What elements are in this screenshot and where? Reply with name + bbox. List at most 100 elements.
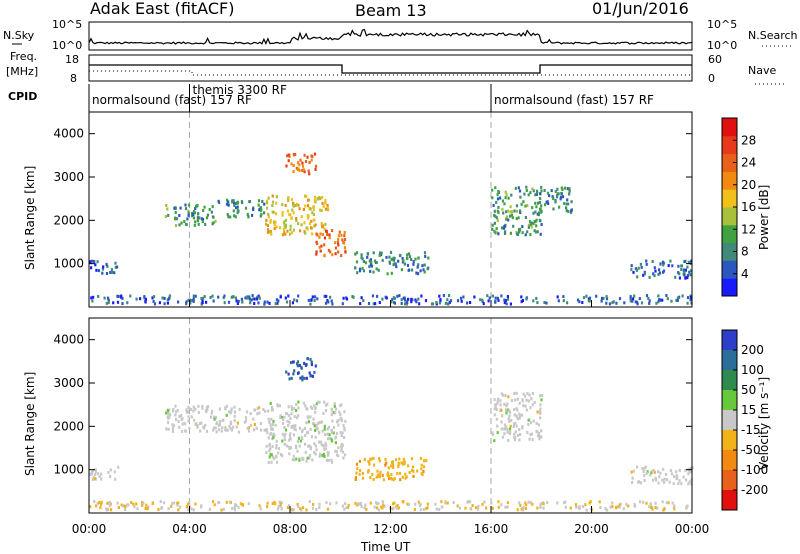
velocity-cell-5: [493, 439, 496, 443]
freq-tick-top: 18: [65, 53, 79, 66]
velocity-cell-7: [656, 506, 659, 510]
velocity-cell-2: [313, 451, 316, 454]
velocity-cell-1: [165, 411, 168, 415]
power-cell-6: [304, 160, 308, 163]
power-cell-10: [107, 300, 110, 304]
velocity-cell-2: [339, 404, 342, 408]
power-cell-3: [326, 203, 329, 207]
power-cell-7: [527, 225, 530, 229]
velocity-cell-5: [518, 416, 521, 420]
velocity-cell-1: [212, 428, 215, 432]
power-cell-3: [305, 195, 308, 198]
power-cell-10: [117, 295, 120, 298]
velocity-cell-5: [540, 429, 543, 433]
power-cell-7: [505, 217, 508, 221]
power-cell-7: [504, 196, 507, 200]
velocity-cell-2: [270, 460, 273, 464]
velocity-cell-1: [206, 408, 209, 411]
power-cell-5: [395, 265, 398, 269]
velocity-cell-7: [343, 507, 346, 511]
velocity-cell-5: [516, 417, 519, 421]
velocity-cell-7: [192, 508, 195, 512]
power-cell-9: [683, 270, 686, 274]
power-cell-3: [321, 202, 324, 205]
power-cell-7: [503, 202, 506, 206]
velocity-cell-7: [649, 502, 652, 506]
power-cell-1: [179, 206, 182, 210]
velocity-cell-1: [172, 424, 175, 428]
velocity-cell-7: [393, 501, 396, 505]
velocity-cell-5: [503, 423, 507, 427]
power-cell-10: [163, 296, 166, 300]
power-cell-6: [303, 170, 306, 174]
power-cell-10: [277, 299, 280, 303]
velocity-cell-5: [494, 403, 497, 407]
power-cell-7: [505, 210, 508, 214]
power-cell-1: [210, 210, 213, 214]
velocity-cell-5: [530, 397, 533, 401]
velocity-cell-6: [678, 468, 681, 472]
velocity-cell-2: [326, 427, 329, 431]
velocity-cell-4: [287, 372, 290, 376]
power-cell-7: [491, 227, 494, 231]
velocity-cell-7: [296, 503, 299, 506]
velocity-cell-2: [293, 407, 296, 410]
velocity-cell-5: [496, 424, 499, 428]
velocity-cell-2: [289, 417, 292, 420]
velocity-cell-7: [444, 500, 447, 504]
velocity-cell-7: [464, 506, 467, 510]
power-cell-8: [546, 191, 550, 195]
velocity-cell-2: [326, 432, 329, 436]
power-cell-10: [268, 301, 271, 305]
colorbar-tick-label: 20: [741, 178, 756, 192]
power-cell-0: [94, 263, 97, 267]
velocity-cell-6: [687, 472, 690, 476]
velocity-cell-7: [364, 503, 367, 507]
power-cell-10: [120, 294, 123, 298]
velocity-cell-7: [611, 501, 614, 505]
power-cell-3: [304, 231, 307, 235]
velocity-cell-2: [340, 417, 343, 421]
velocity-cell-2: [343, 428, 346, 432]
power-cell-2: [225, 202, 229, 206]
velocity-cell-2: [295, 457, 298, 461]
velocity-cell-2: [311, 458, 314, 462]
power-cell-6: [307, 169, 310, 173]
power-cell-10: [255, 297, 259, 301]
velocity-cell-2: [295, 446, 298, 450]
velocity-cell-3: [423, 459, 426, 463]
velocity-cell-5: [519, 433, 522, 436]
power-cell-7: [533, 220, 536, 223]
power-cell-3: [324, 222, 327, 226]
power-cell-10: [203, 295, 206, 299]
velocity-cell-2: [295, 416, 298, 420]
velocity-cell-4: [305, 376, 308, 380]
power-cell-10: [479, 298, 482, 302]
power-cell-10: [390, 300, 393, 304]
velocity-cell-3: [375, 475, 378, 479]
velocity-cell-5: [500, 420, 503, 424]
velocity-cell-6: [678, 479, 681, 483]
velocity-cell-7: [341, 504, 344, 508]
power-cell-7: [519, 227, 522, 231]
velocity-cell-7: [130, 501, 133, 504]
power-cell-3: [297, 222, 300, 226]
velocity-cell-7: [308, 500, 311, 504]
power-cell-7: [504, 190, 507, 194]
velocity-cell-1: [243, 420, 246, 424]
velocity-cell-7: [170, 504, 173, 508]
power-cell-6: [298, 163, 301, 167]
power-cell-10: [582, 296, 586, 300]
velocity-cell-5: [495, 417, 498, 421]
power-cell-10: [666, 297, 669, 301]
power-cell-7: [529, 191, 532, 195]
power-cell-5: [419, 269, 422, 273]
colorbar-swatch: [722, 450, 737, 471]
velocity-cell-1: [235, 425, 238, 429]
power-cell-4: [337, 234, 340, 238]
velocity-cell-7: [673, 504, 676, 508]
power-cell-10: [396, 294, 399, 298]
velocity-cell-3: [404, 476, 407, 480]
power-cell-3: [321, 225, 324, 229]
